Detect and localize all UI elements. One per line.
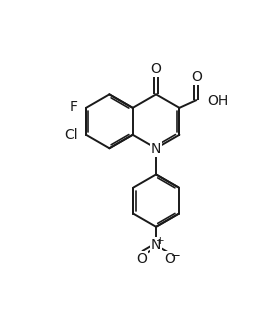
Text: Cl: Cl [64, 128, 78, 142]
Text: O: O [165, 252, 175, 266]
Text: N: N [151, 238, 161, 252]
Text: O: O [136, 252, 147, 266]
Text: OH: OH [207, 94, 228, 108]
Text: N: N [151, 142, 161, 156]
Text: −: − [170, 249, 180, 262]
Text: O: O [191, 70, 202, 84]
Text: O: O [151, 62, 161, 76]
Text: F: F [70, 100, 78, 114]
Text: +: + [156, 236, 165, 246]
